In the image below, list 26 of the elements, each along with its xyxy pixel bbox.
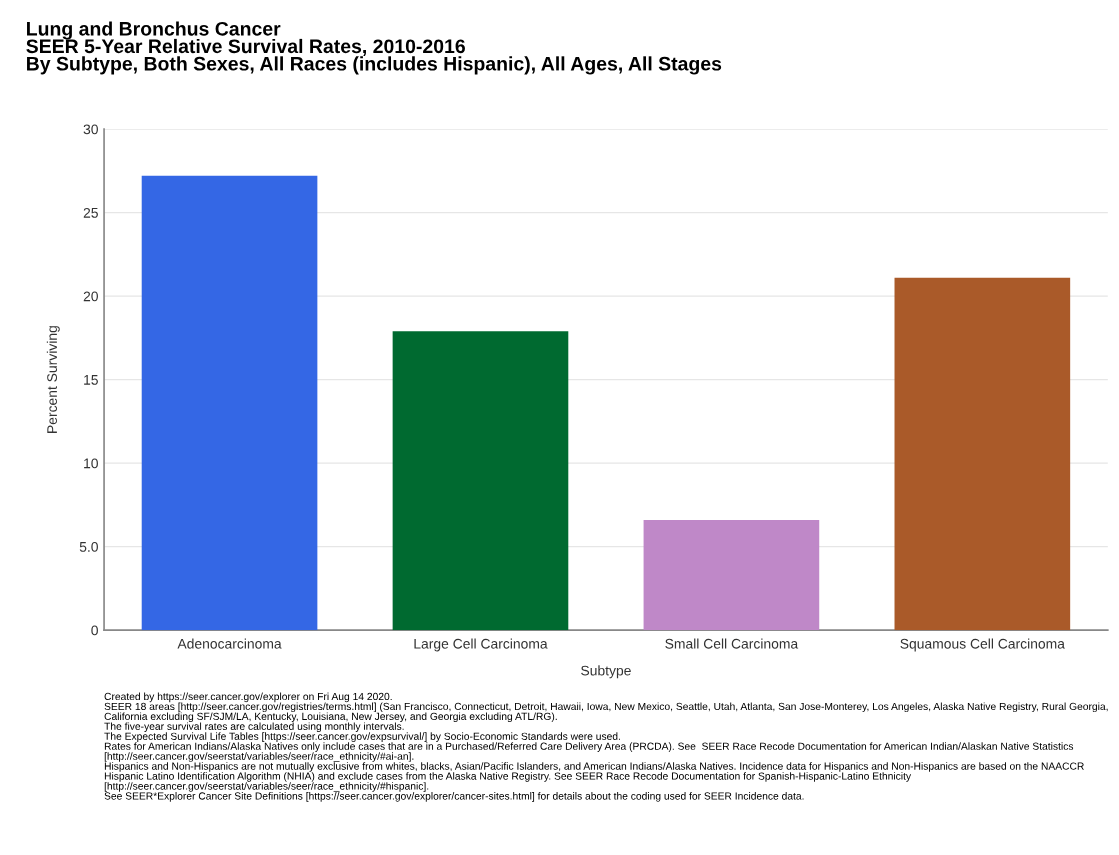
y-tick-label: 15: [84, 375, 98, 385]
text: Rates for American Indians/Alaska Natives only include cases that are in a Purchased/Referred Care Delivery Area (PRCDA). See SEER Race Recode Documentation for American Indian/Alaskan Native Statistics [http://seer.cancer.gov/seerstat/variables/seer/race_ethnicity/#ai-an].: [104, 742, 1074, 762]
x-axis-title: Subtype: [581, 665, 631, 679]
text: SEER 18 areas [http://seer.cancer.gov/registries/terms.html] (San Francisco, Connecticut, Detroit, Hawaii, Iowa, New Mexico, Seattle, Utah, Atlanta, San Jose-Monterey, Los Angeles, Alaska Native Registry, Rural Georgia, California excluding SF/SJM/LA, Kentucky, Louisiana, New Jersey, and Georgia excluding ATL/RG).: [104, 702, 1108, 723]
text: The five-year survival rates are calculated using monthly intervals.: [104, 722, 404, 732]
bar: [894, 277, 1071, 631]
bar: [392, 331, 569, 631]
x-tick-label: Large Cell Carcinoma: [414, 638, 548, 652]
y-tick-label: 0: [91, 625, 98, 636]
text: See SEER*Explorer Cancer Site Definitions [https://seer.cancer.gov/explorer/cancer-sites.html] for details about the coding used for SEER Incidence data.: [104, 792, 804, 802]
chart-subtitle: SEER 5-Year Relative Survival Rates, 2010-2016 By Subtype, Both Sexes, All Races (includes Hispanic), All Ages, All Stages: [26, 38, 722, 75]
text: The Expected Survival Life Tables [https://seer.cancer.gov/expsurvival/] by Socio-Economic Standards were used.: [104, 732, 620, 742]
bar: [643, 519, 820, 631]
y-tick-label: 25: [83, 207, 98, 218]
bar: [141, 175, 318, 631]
y-axis-title: Percent Surviving: [46, 326, 60, 433]
y-tick-label: 5.0: [79, 541, 98, 552]
x-tick-label: Adenocarcinoma: [177, 638, 282, 649]
y-tick-label: 10: [84, 458, 98, 469]
y-tick-label: 30: [83, 124, 98, 135]
chart-title: Lung and Bronchus Cancer: [27, 21, 281, 40]
x-tick-label: Squamous Cell Carcinoma: [900, 638, 1065, 652]
text: Hispanics and Non-Hispanics are not mutually exclusive from whites, blacks, Asian/Pacific Islanders, and American Indians/Alaska Natives. Incidence data for Hispanics and Non-Hispanics are based on the NAACCR Hispanic Latino Identification Algorithm (NHIA) and exclude cases from the Alaska Native Registry. See SEER Race Recode Documentation for Spanish-Hispanic-Latino Ethnicity [http://seer.cancer.gov/seerstat/variables/seer/race_ethnicity/#hispanic].: [104, 762, 1084, 792]
text: Created by https://seer.cancer.gov/explorer on Fri Aug 14 2020.: [104, 692, 392, 703]
x-tick-label: Small Cell Carcinoma: [665, 638, 799, 649]
y-tick-label: 20: [83, 291, 98, 302]
